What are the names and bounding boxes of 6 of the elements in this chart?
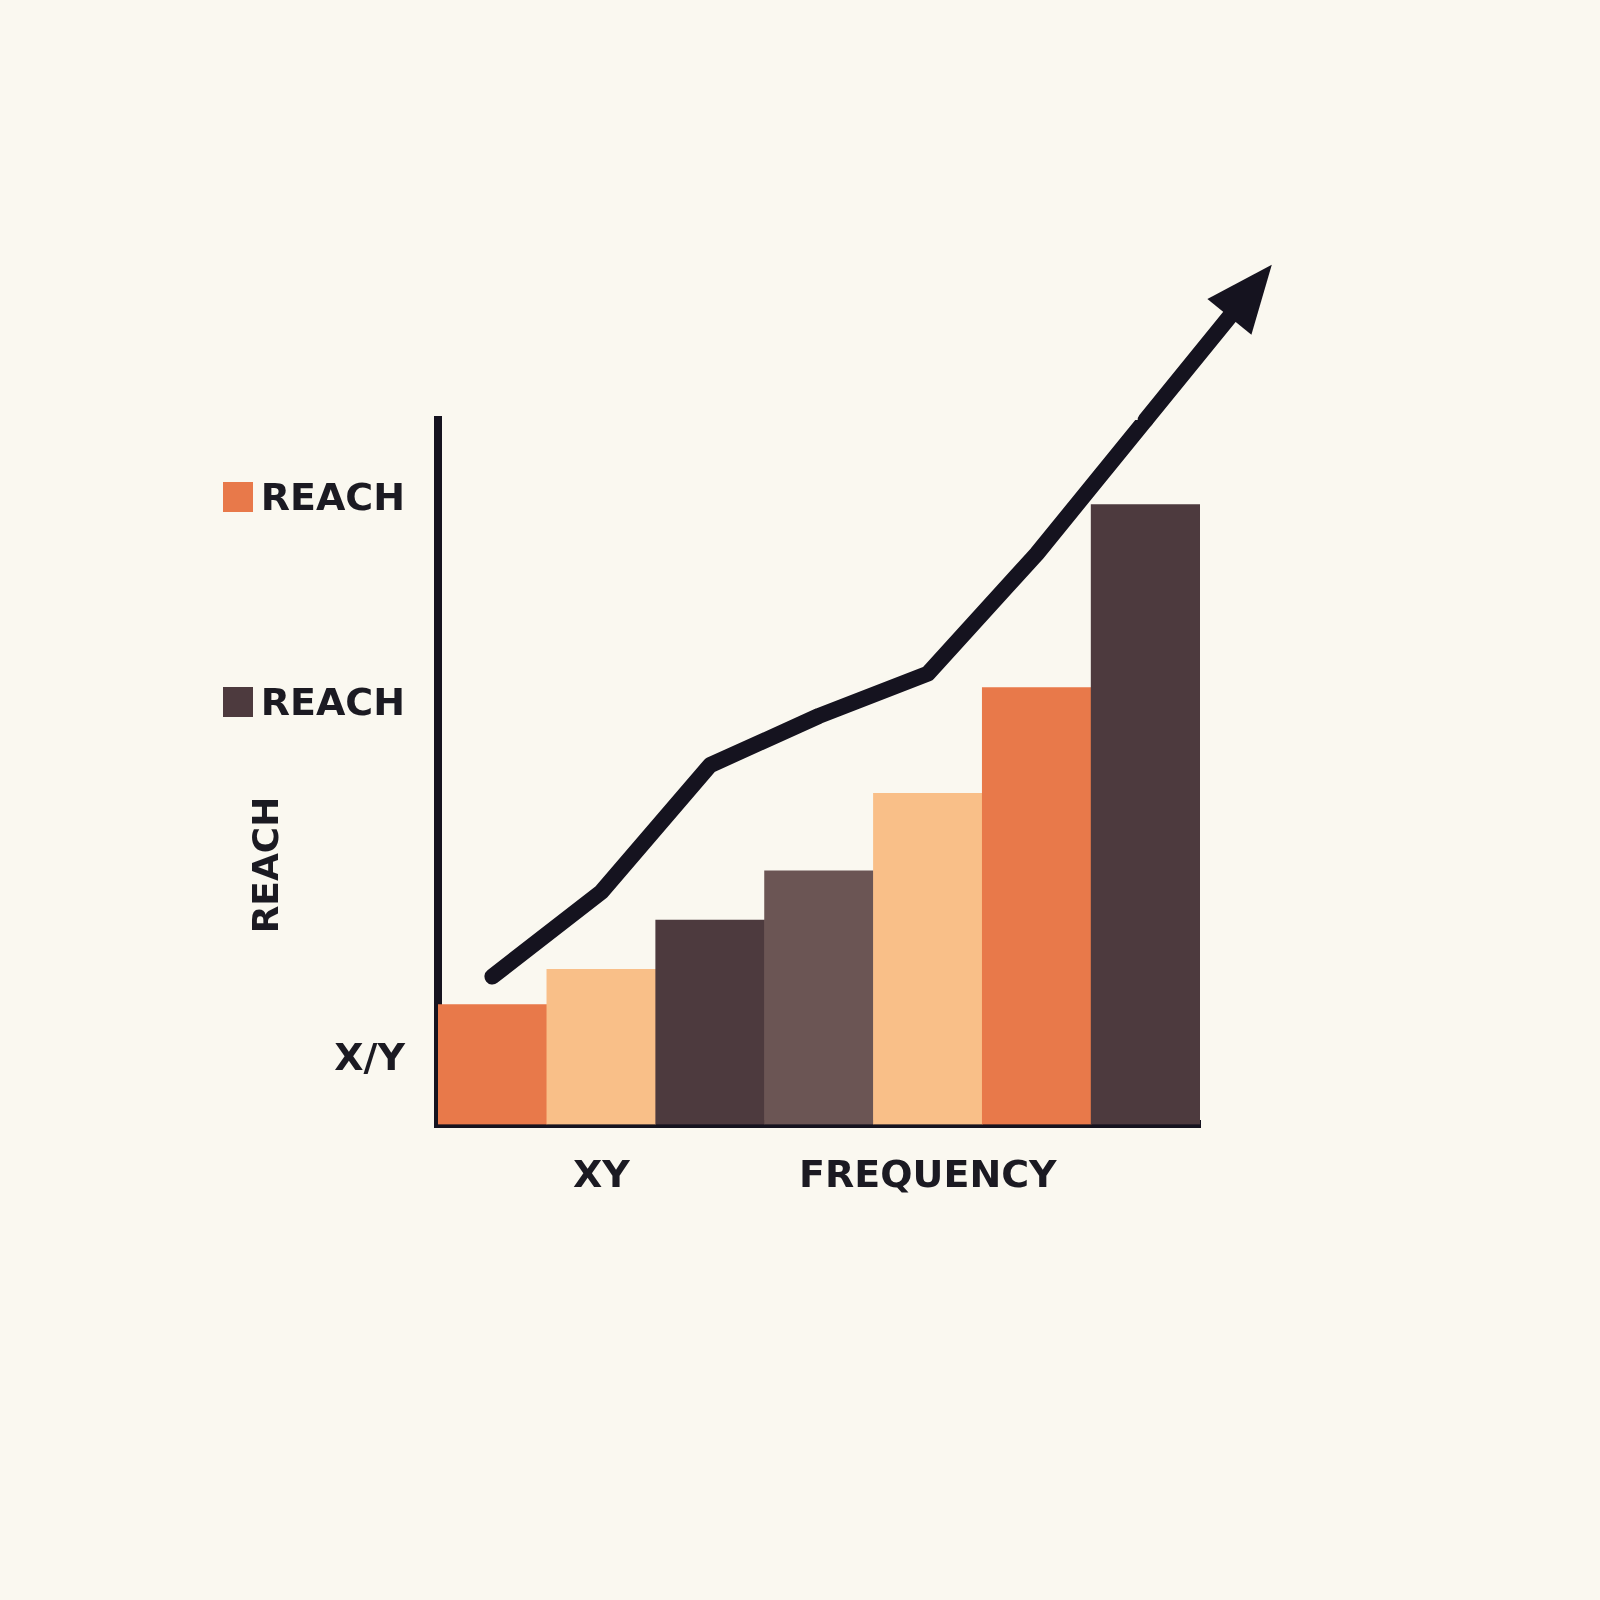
text: REACH xyxy=(260,475,405,519)
x-tick-label: XY xyxy=(572,1152,631,1197)
y-axis-title: REACH xyxy=(244,796,286,934)
x-tick-label: FREQUENCY xyxy=(799,1152,1058,1197)
text: REACH xyxy=(260,680,405,724)
text: X/Y xyxy=(334,1035,405,1079)
